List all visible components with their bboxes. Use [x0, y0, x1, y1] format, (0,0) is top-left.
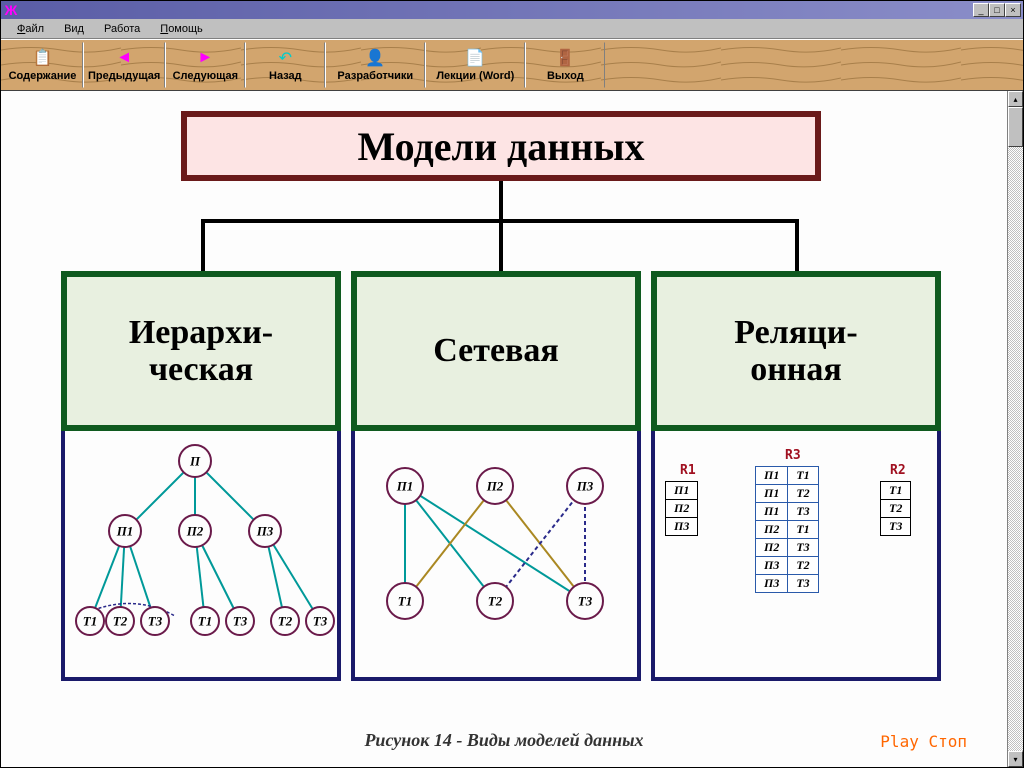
toolbar-back[interactable]: ↶ Назад: [245, 42, 325, 88]
model-title: Реляци-онная: [734, 314, 857, 389]
prev-icon: ◄: [114, 48, 134, 68]
figure-caption: Рисунок 14 - Виды моделей данных: [1, 730, 1007, 751]
connector: [201, 219, 205, 271]
svg-text:Т3: Т3: [233, 614, 248, 629]
main-title: Модели данных: [357, 123, 644, 170]
hier-body: П П1 П2 П3 Т1 Т2 Т3 Т1 Т3 Т2 Т3: [61, 431, 341, 681]
model-title: Иерархи-ческая: [129, 314, 273, 389]
devs-icon: 👤: [365, 48, 385, 68]
toolbar: 📋 Содержание ◄ Предыдущая ► Следующая ↶ …: [1, 39, 1023, 91]
svg-text:Т3: Т3: [578, 594, 593, 609]
scroll-track[interactable]: [1008, 107, 1023, 751]
menu-help[interactable]: Помощь: [152, 21, 211, 37]
svg-text:П3: П3: [256, 524, 274, 539]
menubar: Файл Вид Работа Помощь: [1, 19, 1023, 39]
connector: [499, 181, 503, 221]
toolbar-contents[interactable]: 📋 Содержание: [3, 42, 83, 88]
svg-text:П2: П2: [486, 479, 504, 494]
close-button[interactable]: ×: [1005, 3, 1021, 17]
svg-text:Т2: Т2: [278, 614, 293, 629]
toolbar-prev[interactable]: ◄ Предыдущая: [83, 42, 165, 88]
scroll-down-button[interactable]: ▾: [1008, 751, 1023, 767]
connector: [795, 219, 799, 271]
svg-text:П1: П1: [116, 524, 134, 539]
exit-icon: 🚪: [555, 48, 575, 68]
svg-text:Т3: Т3: [148, 614, 163, 629]
maximize-button[interactable]: □: [989, 3, 1005, 17]
svg-text:П: П: [189, 454, 201, 469]
lectures-icon: 📄: [465, 48, 485, 68]
main-title-box: Модели данных: [181, 111, 821, 181]
network-body: П1 П2 П3 Т1 Т2 Т3: [351, 431, 641, 681]
relational-body: R1 П1П2П3 R3 П1Т1П1Т2П1Т3П2Т1П2Т3П3Т2П3Т3 R2…: [651, 431, 941, 681]
menu-view[interactable]: Вид: [56, 21, 92, 37]
content-area: Модели данных Иерархи-ческая ПП1П2П3Т1Т2…: [1, 91, 1023, 767]
relation-label: R1: [680, 463, 696, 478]
model-hierarchical: Иерархи-ческая П П1 П2 П3 Т1 Т2 Т3 Т1 Т3 Т2 Т3: [61, 271, 341, 681]
relation-label: R2: [890, 463, 906, 478]
model-title: Сетевая: [433, 332, 559, 369]
minimize-button[interactable]: _: [973, 3, 989, 17]
toolbar-devs[interactable]: 👤 Разработчики: [325, 42, 425, 88]
svg-text:П1: П1: [396, 479, 414, 494]
next-icon: ►: [195, 48, 215, 68]
back-icon: ↶: [275, 48, 295, 68]
model-network: Сетевая П1 П2 П3 Т1 Т2 Т3: [351, 271, 641, 681]
svg-text:Т1: Т1: [198, 614, 212, 629]
svg-text:Т2: Т2: [488, 594, 503, 609]
toolbar-lectures[interactable]: 📄 Лекции (Word): [425, 42, 525, 88]
relation-table: Т1Т2Т3: [880, 481, 911, 536]
svg-text:П3: П3: [576, 479, 594, 494]
relation-label: R3: [785, 448, 801, 463]
connector: [499, 219, 503, 271]
svg-text:Т3: Т3: [313, 614, 328, 629]
titlebar: Ж _ □ ×: [1, 1, 1023, 19]
toolbar-next[interactable]: ► Следующая: [165, 42, 245, 88]
app-icon: Ж: [3, 2, 19, 18]
svg-text:Т1: Т1: [398, 594, 412, 609]
vertical-scrollbar[interactable]: ▴ ▾: [1007, 91, 1023, 767]
svg-text:Т1: Т1: [83, 614, 97, 629]
model-relational: Реляци-онная R1 П1П2П3 R3 П1Т1П1Т2П1Т3П2Т1П…: [651, 271, 941, 681]
relation-table: П1Т1П1Т2П1Т3П2Т1П2Т3П3Т2П3Т3: [755, 466, 819, 593]
svg-text:П2: П2: [186, 524, 204, 539]
svg-text:Т2: Т2: [113, 614, 128, 629]
contents-icon: 📋: [33, 48, 53, 68]
toolbar-exit[interactable]: 🚪 Выход: [525, 42, 605, 88]
menu-work[interactable]: Работа: [96, 21, 148, 37]
play-stop-controls[interactable]: Play Стоп: [880, 732, 967, 751]
scroll-up-button[interactable]: ▴: [1008, 91, 1023, 107]
app-window: Ж _ □ × Файл Вид Работа Помощь 📋 Содержа…: [0, 0, 1024, 768]
menu-file[interactable]: Файл: [9, 21, 52, 37]
relation-table: П1П2П3: [665, 481, 698, 536]
scroll-thumb[interactable]: [1008, 107, 1023, 147]
diagram-canvas: Модели данных Иерархи-ческая ПП1П2П3Т1Т2…: [1, 91, 1007, 767]
